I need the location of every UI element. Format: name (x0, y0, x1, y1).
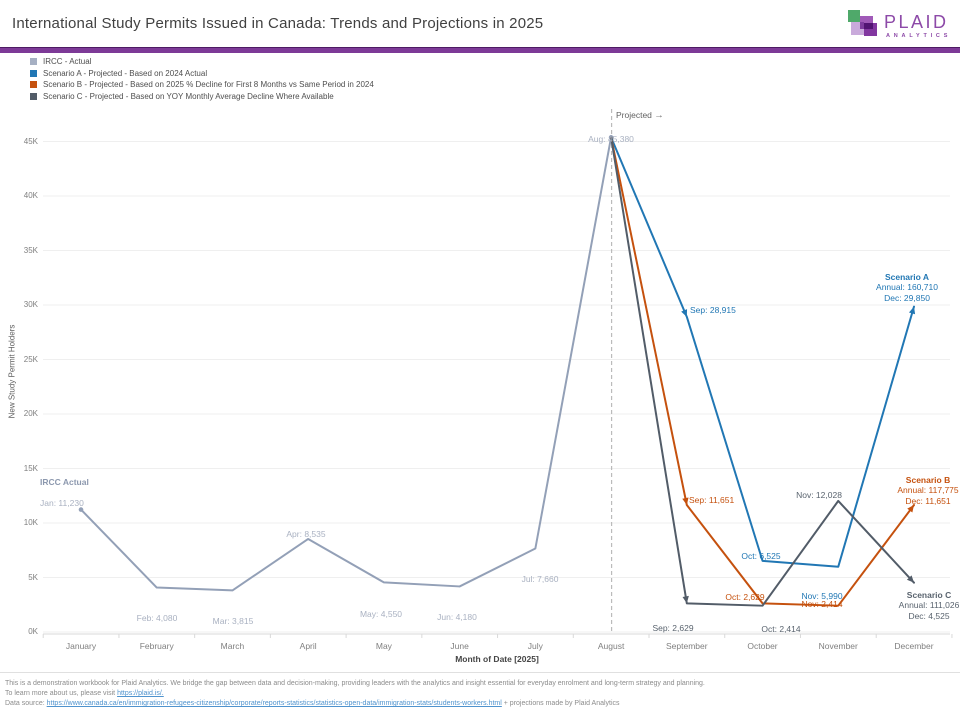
y-tick-label-40K: 40K (23, 191, 38, 200)
y-axis-title: New Study Permit Holders (7, 324, 17, 419)
month-label-december: December (894, 641, 934, 651)
annotation-scenario-a: Scenario A Annual: 160,710 Dec: 29,850 (842, 272, 960, 303)
month-label-june: June (450, 641, 469, 651)
legend-item-3[interactable]: Scenario C - Projected - Based on YOY Mo… (30, 92, 334, 101)
legend-item-label: IRCC - Actual (43, 57, 92, 66)
label-ircc-feb: Feb: 4,080 (136, 613, 178, 623)
annotation-scenario-b: Scenario B Annual: 117,775 Dec: 11,651 (863, 475, 960, 506)
series-point[interactable] (78, 507, 84, 512)
month-label-october: October (747, 641, 778, 651)
label-c-oct: Oct: 2,414 (761, 624, 801, 634)
label-b-sep: Sep: 11,651 (689, 495, 735, 505)
legend-swatch (30, 69, 37, 77)
projected-label: Projected → (616, 110, 664, 121)
label-a-oct: Oct: 6,525 (741, 551, 781, 561)
label-b-oct: Oct: 2,629 (725, 592, 765, 602)
annotation-scenario-b-line-2: Dec: 11,651 (905, 495, 951, 506)
y-tick-label-10K: 10K (23, 518, 38, 527)
y-tick-label-15K: 15K (23, 463, 38, 473)
page-title: International Study Permits Issued in Ca… (12, 15, 544, 32)
label-a-sep: Sep: 28,915 (690, 305, 736, 315)
footer-divider (0, 672, 960, 673)
label-ircc-actual: IRCC Actual (40, 477, 89, 487)
legend-item-label: Scenario A - Projected - Based on 2024 A… (43, 68, 208, 78)
label-c-nov: Nov: 12,028 (796, 490, 842, 500)
y-tick-label-30K: 30K (23, 300, 38, 309)
header-divider (0, 47, 960, 53)
y-tick-label-25K: 25K (23, 354, 38, 364)
annotation-scenario-c-line-1: Annual: 111,026 (898, 600, 960, 611)
series-line-3[interactable] (610, 136, 915, 607)
projected-text: Projected (616, 110, 655, 120)
annotation-scenario-b-line-1: Annual: 117,775 (897, 485, 959, 496)
footer-description: This is a demonstration workbook for Pla… (5, 680, 705, 687)
brand-subtitle: ANALYTICS (886, 33, 952, 39)
footer-datasource-text: Data source: (5, 700, 47, 707)
month-label-august: August (597, 641, 625, 651)
y-tick-label-5K: 5K (28, 572, 38, 582)
plaid-site-link[interactable]: https://plaid.is/. (117, 690, 164, 697)
legend-swatch (30, 92, 37, 100)
legend-swatch (30, 81, 37, 89)
month-label-february: February (139, 641, 174, 651)
footer-about: To learn more about us, please visit htt… (5, 690, 164, 697)
x-axis-title: Month of Date [2025] (455, 654, 539, 664)
y-tick-label-20K: 20K (23, 409, 38, 418)
label-ircc-jun: Jun: 4,180 (437, 612, 477, 622)
month-label-march: March (220, 641, 245, 651)
legend-item-0[interactable]: IRCC - Actual (30, 57, 91, 66)
month-label-september: September (666, 641, 708, 651)
label-ircc-aug: Aug: 45,380 (588, 134, 634, 144)
label-ircc-jan: Jan: 11,230 (40, 498, 84, 508)
month-label-july: July (527, 641, 543, 651)
label-a-nov: Nov: 5,990 (801, 591, 843, 601)
annotation-scenario-b-line-0: Scenario B (905, 475, 951, 485)
month-label-january: January (65, 641, 97, 651)
annotation-scenario-a-line-1: Annual: 160,710 (876, 282, 938, 293)
y-tick-label-45K: 45K (23, 136, 38, 146)
annotation-scenario-c: Scenario C Annual: 111,026 Dec: 4,525 (864, 590, 960, 621)
footer-datasource: Data source: https://www.canada.ca/en/im… (5, 700, 620, 707)
label-ircc-may: May: 4,550 (359, 609, 403, 619)
legend-item-label: Scenario C - Projected - Based on YOY Mo… (43, 91, 334, 101)
y-tick-label-35K: 35K (23, 245, 38, 255)
month-label-november: November (818, 641, 858, 651)
month-label-april: April (299, 641, 317, 651)
label-b-nov: Nov: 2,414 (801, 599, 843, 609)
series-line-0[interactable] (80, 136, 613, 592)
right-arrow-icon: → (654, 110, 664, 121)
datasource-link[interactable]: https://www.canada.ca/en/immigration-ref… (46, 700, 502, 707)
legend-item-2[interactable]: Scenario B - Projected - Based on 2025 %… (30, 80, 374, 89)
series-line-2[interactable] (610, 136, 915, 607)
label-ircc-mar: Mar: 3,815 (212, 616, 254, 626)
logo-square-2 (851, 22, 864, 35)
legend-swatch (30, 58, 37, 65)
annotation-scenario-a-line-2: Dec: 29,850 (884, 292, 930, 303)
label-c-sep: Sep: 2,629 (652, 623, 694, 633)
footer-datasource-suffix: + projections made by Plaid Analytics (501, 700, 620, 707)
annotation-scenario-c-line-0: Scenario C (906, 590, 952, 600)
y-tick-label-0K: 0K (28, 627, 38, 636)
plaid-logo: PLAID ANALYTICS (845, 8, 955, 46)
series-line-1[interactable] (610, 136, 915, 568)
logo-square-0 (848, 10, 860, 22)
annotation-scenario-c-line-2: Dec: 4,525 (908, 610, 950, 621)
legend-item-1[interactable]: Scenario A - Projected - Based on 2024 A… (30, 69, 207, 78)
legend-item-label: Scenario B - Projected - Based on 2025 %… (43, 80, 374, 90)
logo-square-3 (864, 23, 877, 36)
label-ircc-jul: Jul: 7,660 (521, 574, 559, 584)
label-ircc-apr: Apr: 8,535 (286, 529, 326, 539)
footer-about-text: To learn more about us, please visit (5, 690, 118, 697)
annotation-scenario-a-line-0: Scenario A (884, 272, 930, 282)
brand-name: PLAID (884, 12, 949, 32)
month-label-may: May (375, 641, 392, 651)
